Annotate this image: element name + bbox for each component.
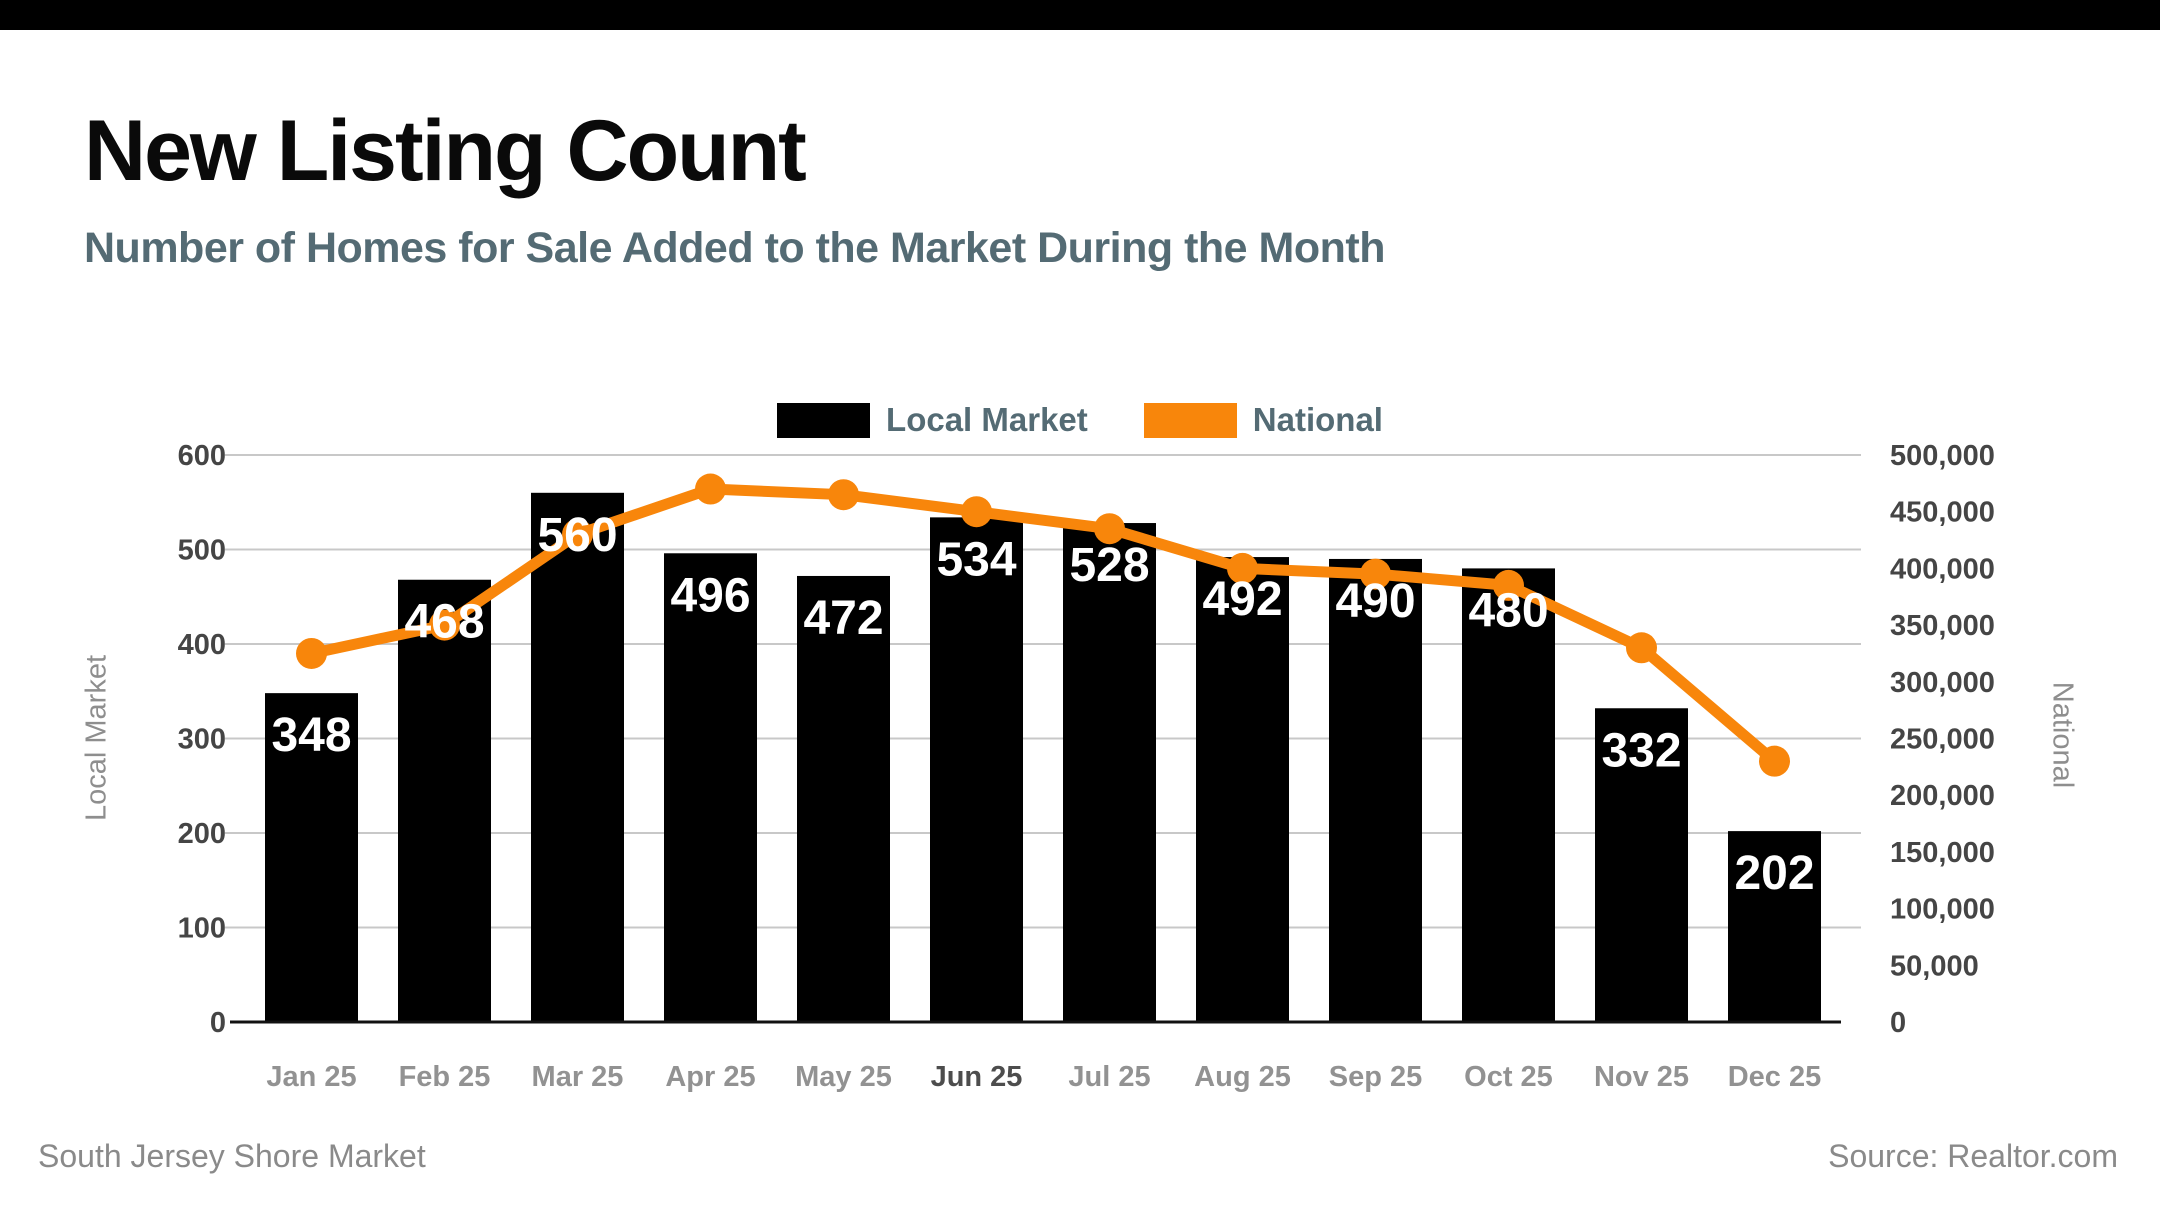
right-axis-tick-label: 350,000 (1890, 610, 1995, 642)
x-axis-label: Dec 25 (1728, 1061, 1822, 1093)
right-axis-tick-label: 300,000 (1890, 667, 1995, 699)
national-line-point (1094, 513, 1125, 545)
x-axis-label: Sep 25 (1329, 1061, 1423, 1093)
bar-value-label: 472 (803, 592, 883, 645)
source-caption: Source: Realtor.com (1828, 1138, 2118, 1174)
x-axis-label: Aug 25 (1194, 1061, 1291, 1093)
x-axis-label: May 25 (795, 1061, 892, 1093)
national-line-point (1626, 632, 1657, 664)
right-axis-tick-label: 400,000 (1890, 553, 1995, 585)
right-axis-tick-label: 450,000 (1890, 497, 1995, 529)
left-axis-tick-label: 400 (178, 629, 226, 661)
x-axis-label: Jan 25 (266, 1061, 356, 1093)
page-subtitle: Number of Homes for Sale Added to the Ma… (84, 223, 1385, 272)
bar (398, 579, 491, 1022)
national-line-point (429, 609, 460, 641)
left-axis-tick-label: 0 (210, 1007, 226, 1039)
right-axis-tick-label: 0 (1890, 1007, 1906, 1039)
national-line-point (296, 637, 327, 669)
left-axis-tick-label: 500 (178, 535, 226, 567)
left-axis-tick-label: 200 (178, 818, 226, 850)
bar-value-label: 528 (1069, 539, 1149, 592)
bar-value-label: 480 (1468, 584, 1548, 637)
bar-value-label: 492 (1202, 573, 1282, 626)
legend-item-local-market: Local Market (777, 401, 1088, 439)
legend: Local Market National (0, 398, 2160, 442)
national-line-point (1759, 745, 1790, 777)
national-line-point (961, 496, 992, 528)
top-black-bar (0, 0, 2160, 30)
legend-swatch-national (1143, 402, 1237, 438)
x-axis-label: Feb 25 (399, 1061, 491, 1093)
bar-value-label: 468 (404, 596, 484, 649)
bar (1329, 558, 1422, 1022)
bar (797, 575, 890, 1022)
bar (1063, 523, 1156, 1022)
x-axis-label: Apr 25 (665, 1061, 755, 1093)
page-title: New Listing Count (84, 102, 807, 199)
right-axis-tick-label: 50,000 (1890, 950, 1979, 982)
bar (265, 693, 358, 1022)
x-axis-label: Nov 25 (1594, 1061, 1689, 1093)
legend-label-local-market: Local Market (886, 401, 1088, 438)
bar (1462, 568, 1555, 1022)
market-caption: South Jersey Shore Market (38, 1138, 426, 1174)
bar-value-label: 332 (1601, 724, 1681, 777)
national-line-point (695, 473, 726, 505)
bar-value-label: 496 (670, 569, 750, 622)
right-axis-tick-label: 150,000 (1890, 837, 1995, 869)
bar-value-label: 490 (1335, 575, 1415, 628)
legend-swatch-local-market (777, 402, 871, 438)
bar (531, 492, 624, 1022)
national-line (306, 483, 1780, 767)
legend-item-national: National (1143, 401, 1383, 439)
bar-value-label: 534 (936, 533, 1016, 586)
x-axis-label: Jul 25 (1068, 1061, 1150, 1093)
x-axis-label: Mar 25 (532, 1061, 624, 1093)
bar-value-label: 202 (1734, 847, 1814, 900)
national-line-point (1360, 558, 1391, 590)
bar (1595, 708, 1688, 1022)
national-line-point (1227, 552, 1258, 584)
x-axis-label: Oct 25 (1464, 1061, 1553, 1093)
right-axis-tick-label: 500,000 (1890, 440, 1995, 472)
bar-value-label: 560 (537, 509, 617, 562)
right-axis-tick-label: 100,000 (1890, 894, 1995, 926)
national-line-point (562, 518, 593, 550)
bar-value-label: 348 (271, 709, 351, 762)
right-axis-tick-label: 200,000 (1890, 780, 1995, 812)
right-axis-tick-label: 250,000 (1890, 724, 1995, 756)
left-axis-tick-label: 600 (178, 440, 226, 472)
bar (664, 553, 757, 1022)
left-axis-tick-label: 100 (178, 913, 226, 945)
left-axis-tick-label: 300 (178, 724, 226, 756)
national-line-point (828, 479, 859, 511)
bar (1728, 831, 1821, 1022)
x-axis-label-highlighted: Jun 25 (931, 1061, 1023, 1093)
bar (930, 517, 1023, 1022)
national-line-point (1493, 569, 1524, 601)
bar (1196, 557, 1289, 1022)
legend-label-national: National (1252, 401, 1383, 438)
